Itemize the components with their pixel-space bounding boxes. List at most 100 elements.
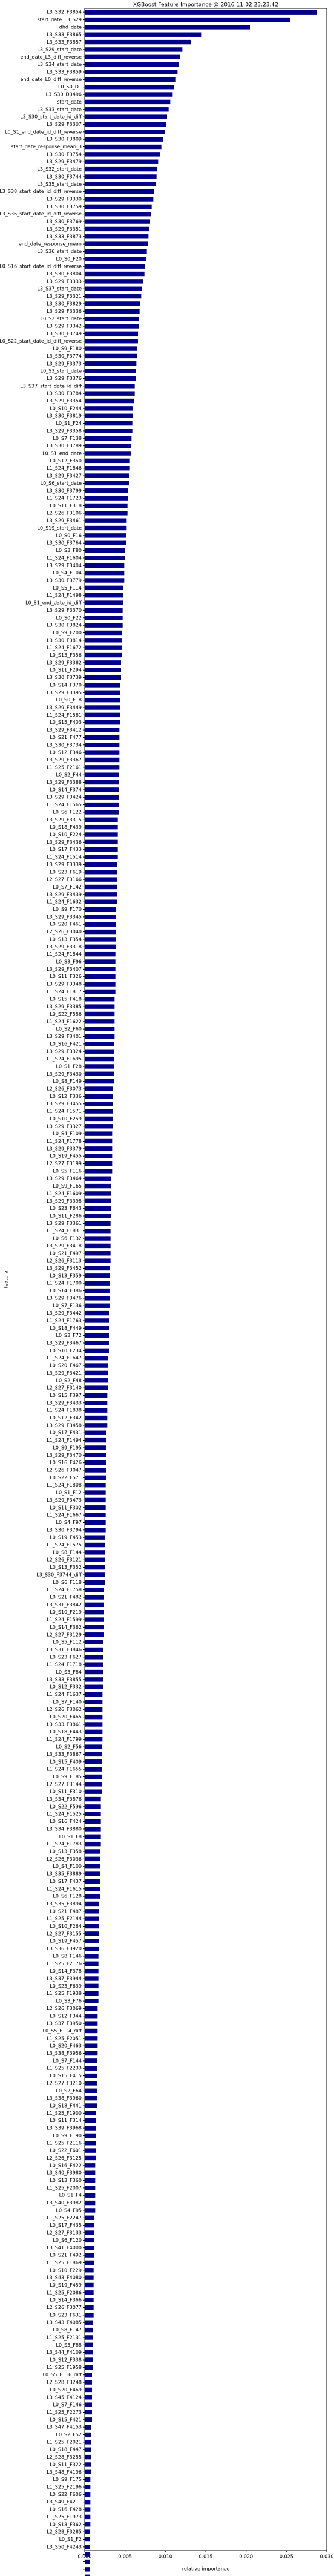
- y-tick-label: L3_S30_F3734: [47, 742, 82, 748]
- y-tick-label: L2_S26_F3069: [47, 2006, 82, 2011]
- bar: [85, 1341, 109, 1346]
- y-tick-label: L3_S30_F3819: [47, 413, 82, 419]
- bar: [85, 443, 131, 448]
- bar: [85, 1572, 105, 1577]
- y-tick-label: L0_S15_F403: [50, 720, 82, 725]
- bar: [85, 346, 137, 351]
- bar: [85, 585, 123, 591]
- bar: [85, 1430, 106, 1435]
- y-tick-label: L2_S27_F3129: [47, 1632, 82, 1637]
- bar: [85, 1700, 103, 1704]
- bar: [85, 1154, 113, 1158]
- bar: [85, 1625, 104, 1630]
- bar: [85, 1214, 111, 1218]
- y-tick-label: L0_S4_F97: [56, 1520, 82, 1525]
- bar: [85, 1931, 99, 1936]
- bar: [85, 2170, 96, 2175]
- y-tick-label: L0_S12_F342: [50, 1415, 82, 1421]
- y-tick-label: L3_S30_F3794: [47, 1527, 82, 1533]
- bar: [85, 1483, 106, 1488]
- y-tick-label: L0_S5_F114: [53, 585, 82, 591]
- y-tick-label: L0_S22_F601: [50, 2148, 82, 2154]
- y-axis-label: feature: [4, 1270, 9, 1288]
- bar: [85, 1363, 108, 1368]
- y-tick-label: L3_S29_F3327: [47, 1123, 82, 1129]
- y-tick-label: L0_S19_F459: [50, 2282, 82, 2288]
- x-tick-label: 0.005: [118, 2554, 132, 2560]
- y-tick-label: L1_S24_F1718: [47, 1662, 82, 1668]
- bar: [85, 1602, 104, 1608]
- bar: [85, 1856, 100, 1862]
- y-tick-label: L0_S14_F386: [50, 1288, 82, 1293]
- bar: [85, 1281, 110, 1286]
- y-tick-label: L2_S27_F3210: [47, 2080, 82, 2086]
- bar: [85, 630, 122, 636]
- bar: [85, 2246, 94, 2250]
- bar: [85, 1774, 102, 1779]
- y-tick-label: L3_S31_F3842: [47, 1602, 82, 1608]
- y-tick-label: L3_S29_F3398: [47, 1198, 82, 1204]
- bar: [85, 1258, 111, 1263]
- bar: [85, 2529, 90, 2534]
- bar: [85, 1789, 102, 1794]
- y-tick-label: L3_S29_F3315: [47, 817, 82, 823]
- bar: [85, 2358, 93, 2362]
- bar: [85, 525, 127, 531]
- bar: [85, 2133, 96, 2138]
- bar: [85, 2447, 91, 2452]
- y-tick-label: L3_S30_D3496: [46, 92, 82, 97]
- bar: [85, 2126, 96, 2131]
- y-tick-label: L0_S11_F302: [50, 1505, 82, 1510]
- y-tick-label: L3_S33_F3855: [47, 1677, 82, 1682]
- bar: [85, 870, 117, 875]
- y-tick-label: L2_S26_F3077: [47, 2305, 82, 2310]
- bar: [85, 2477, 91, 2482]
- bar: [85, 1610, 104, 1615]
- y-tick-label: L0_S23_F631: [50, 2312, 82, 2318]
- bar: [85, 271, 145, 277]
- bar: [85, 1266, 110, 1271]
- y-tick-label: L1_S25_F2116: [47, 2140, 82, 2146]
- bar: [85, 1565, 105, 1570]
- y-tick-label: L3_S29_F3464: [47, 1176, 82, 1181]
- y-tick-label: L3_S30_F3809: [47, 137, 82, 142]
- bar: [85, 2290, 94, 2295]
- y-tick-label: L3_S30_F3789: [47, 443, 82, 448]
- bar: [85, 1401, 108, 1405]
- bar: [85, 137, 163, 142]
- bar: [85, 2522, 91, 2527]
- bar: [85, 623, 123, 628]
- y-tick-label: L0_S19_F455: [50, 1154, 82, 1159]
- bar: [85, 728, 120, 732]
- bar: [85, 1468, 106, 1473]
- bar: [85, 391, 135, 396]
- y-tick-label: L0_S15_F397: [50, 1393, 82, 1398]
- y-tick-label: L3_S29_F3470: [47, 1453, 82, 1458]
- bar: [85, 2163, 96, 2168]
- bar: [85, 884, 117, 890]
- y-tick-label: L3_S34_F3880: [47, 1826, 82, 1832]
- y-tick-label: L0_S21_F482: [50, 1595, 82, 1600]
- bar: [85, 458, 130, 464]
- bar: [85, 2387, 92, 2393]
- y-tick-label: L0_S4_F100: [53, 1864, 82, 1869]
- bar: [85, 1415, 108, 1421]
- bar: [85, 1505, 106, 1510]
- y-tick-label: L0_S0_F20: [56, 256, 82, 261]
- y-tick-label: L0_S16_F422: [50, 2163, 82, 2168]
- bar: [85, 1662, 103, 1667]
- y-tick-label: L3_S44_F4109: [47, 2350, 82, 2355]
- bar: [85, 1550, 105, 1555]
- bar: [85, 1834, 101, 1839]
- y-tick-label: L0_S6_F120: [53, 2238, 82, 2243]
- bar: [85, 1946, 99, 1951]
- bar: [85, 1841, 101, 1847]
- bar: [85, 2305, 94, 2310]
- y-tick-label: L0_S23_F643: [50, 1206, 82, 1211]
- bar: [85, 675, 121, 680]
- y-tick-label: L1_S25_F2086: [47, 2290, 82, 2295]
- bar: [85, 1229, 111, 1234]
- bar: [85, 2095, 97, 2101]
- bar: [85, 1557, 105, 1562]
- y-tick-label: L0_S9_F180: [53, 346, 82, 352]
